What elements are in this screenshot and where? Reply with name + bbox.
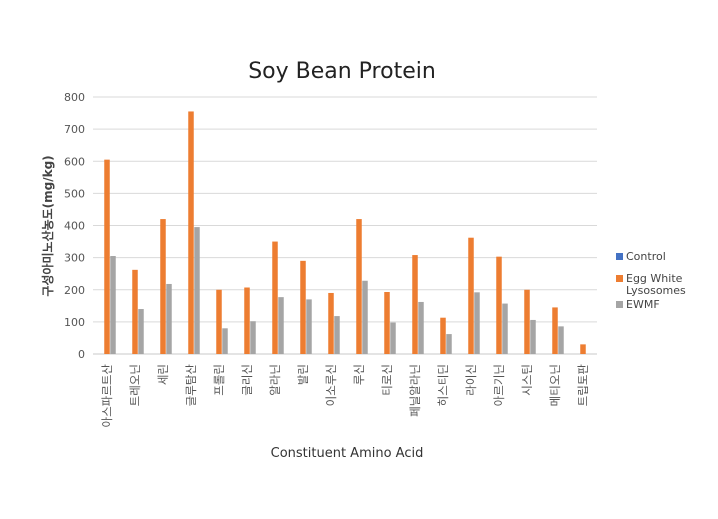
y-tick-label: 600 bbox=[64, 155, 85, 168]
legend-swatch bbox=[616, 301, 623, 308]
x-category-label: 프롤린 bbox=[212, 364, 226, 396]
legend-label: Control bbox=[626, 250, 666, 263]
bar bbox=[272, 241, 278, 354]
bar bbox=[418, 301, 424, 354]
x-axis-title: Constituent Amino Acid bbox=[271, 446, 424, 461]
x-category-label: 메티오닌 bbox=[548, 364, 562, 406]
bar bbox=[362, 280, 368, 354]
bar bbox=[412, 255, 418, 354]
x-category-label: 아르기닌 bbox=[492, 364, 506, 406]
bar bbox=[328, 292, 334, 354]
bar bbox=[530, 319, 536, 354]
x-category-labels: 아스파르트산 트레오닌 세린 글루탐산 프롤린 글리신 알라닌 발린 이소루신 루신 티로신 페닐알라… bbox=[100, 364, 590, 428]
x-category-label: 발린 bbox=[296, 364, 310, 385]
y-tick-label: 500 bbox=[64, 187, 85, 200]
bar bbox=[132, 269, 138, 354]
x-category-label: 페닐알라닌 bbox=[408, 364, 422, 417]
bar bbox=[306, 299, 312, 354]
y-tick-label: 200 bbox=[64, 284, 85, 297]
bar bbox=[496, 256, 502, 354]
bar bbox=[244, 287, 250, 354]
y-tick-labels: 0 100 200 300 400 500 600 700 800 bbox=[64, 91, 85, 361]
bar bbox=[502, 303, 508, 354]
bar bbox=[110, 256, 116, 354]
bar bbox=[160, 219, 166, 354]
bar bbox=[166, 283, 172, 354]
legend-swatch bbox=[616, 253, 623, 260]
bar bbox=[552, 307, 558, 354]
x-category-label: 티로신 bbox=[380, 364, 394, 396]
bar bbox=[468, 237, 474, 354]
bar bbox=[390, 322, 396, 354]
chart-title: Soy Bean Protein bbox=[248, 59, 436, 84]
x-category-label: 알라닌 bbox=[268, 364, 282, 396]
bar bbox=[138, 309, 144, 354]
x-category-label: 트레오닌 bbox=[128, 364, 142, 406]
x-category-label: 트립토판 bbox=[576, 364, 590, 407]
x-category-label: 히스티딘 bbox=[436, 364, 450, 406]
y-axis-title: 구성아미노산농도(mg/kg) bbox=[40, 155, 55, 296]
bar bbox=[222, 328, 228, 354]
bar bbox=[580, 344, 586, 354]
bar bbox=[104, 159, 110, 354]
x-category-label: 아스파르트산 bbox=[100, 364, 114, 428]
bar bbox=[384, 291, 390, 354]
bar bbox=[558, 326, 564, 354]
y-tick-label: 0 bbox=[78, 348, 85, 361]
bar bbox=[216, 289, 222, 354]
x-category-label: 세린 bbox=[156, 364, 170, 385]
legend-label: Egg White Lysosomes bbox=[626, 272, 686, 297]
gridlines bbox=[93, 96, 597, 355]
y-tick-label: 400 bbox=[64, 220, 85, 233]
x-category-label: 글루탐산 bbox=[184, 364, 198, 407]
x-category-label: 루신 bbox=[352, 364, 366, 385]
bar bbox=[440, 317, 446, 354]
bar bbox=[446, 334, 452, 354]
legend-swatch bbox=[616, 275, 623, 282]
bar bbox=[188, 111, 194, 354]
bar bbox=[334, 316, 340, 354]
bar bbox=[300, 260, 306, 354]
x-category-label: 라이신 bbox=[464, 364, 478, 396]
bar bbox=[278, 297, 284, 354]
x-category-label: 시스틴 bbox=[520, 364, 534, 396]
y-tick-label: 700 bbox=[64, 123, 85, 136]
bar bbox=[194, 227, 200, 354]
bar bbox=[356, 219, 362, 354]
y-tick-label: 300 bbox=[64, 252, 85, 265]
x-category-label: 이소루신 bbox=[324, 364, 338, 406]
y-tick-label: 100 bbox=[64, 316, 85, 329]
legend-label: EWMF bbox=[626, 298, 660, 311]
bars bbox=[104, 111, 586, 354]
bar bbox=[524, 289, 530, 354]
y-tick-label: 800 bbox=[64, 91, 85, 104]
bar bbox=[250, 321, 256, 354]
bar bbox=[474, 292, 480, 354]
x-category-label: 글리신 bbox=[240, 364, 254, 396]
